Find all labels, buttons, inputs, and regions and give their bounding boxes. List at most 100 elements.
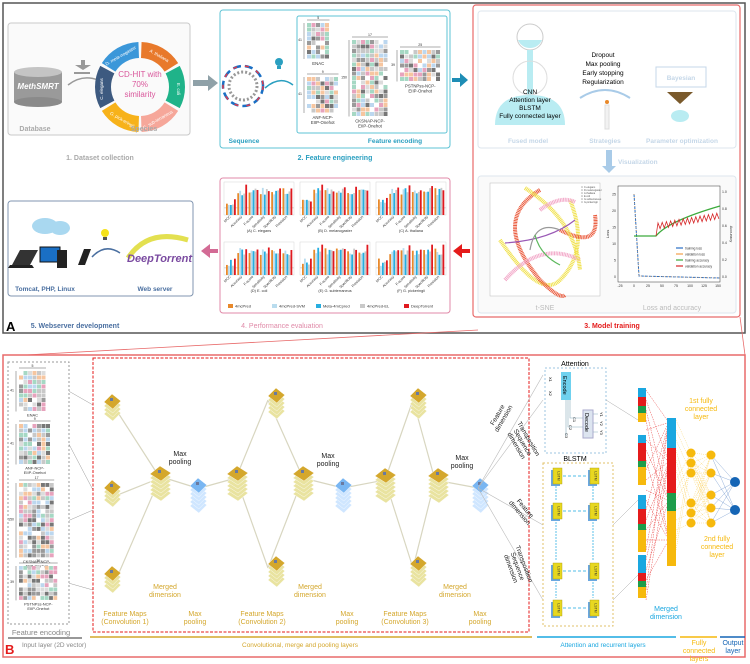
matrix-cell	[436, 59, 440, 63]
bar	[252, 251, 255, 275]
database-icon: MethSMRT	[14, 67, 62, 107]
bar	[319, 190, 322, 215]
bar	[347, 193, 349, 215]
encoding-name: ENAC	[312, 61, 324, 66]
legend-swatch	[272, 304, 277, 308]
max-pooling-label: Max	[321, 453, 335, 460]
matrix-cell	[19, 505, 23, 509]
species-segment	[141, 102, 179, 132]
y-label: Y1	[599, 412, 604, 418]
matrix-cell	[379, 53, 383, 58]
matrix-cell	[23, 398, 28, 402]
matrix-cell	[45, 522, 50, 527]
matrix-cell	[361, 53, 365, 58]
cdhit-text: similarity	[124, 90, 155, 99]
matrix-cell	[45, 549, 50, 553]
bar	[423, 191, 425, 215]
feature-map-layer	[334, 477, 353, 494]
legend-label: DeepTorrent	[411, 304, 434, 309]
matrix-cell	[32, 540, 37, 545]
bar	[427, 249, 429, 275]
matrix-cell	[37, 455, 41, 460]
bar	[413, 255, 416, 275]
matrix-cell	[23, 424, 28, 428]
max-pooling-label: Max pooling	[335, 611, 359, 626]
bar	[339, 192, 342, 215]
bar	[386, 197, 388, 215]
matrix-cell	[307, 108, 311, 113]
matrix-cell	[356, 40, 361, 44]
lstm-label: LSTM	[594, 566, 598, 575]
matrix-cell	[329, 95, 334, 99]
bar	[302, 263, 304, 275]
matrix-cell	[46, 460, 50, 464]
matrix-cell	[19, 442, 23, 446]
connector	[68, 444, 94, 491]
species-label: E. coli	[176, 83, 181, 95]
matrix-cell	[370, 71, 374, 76]
matrix-cell	[45, 513, 50, 518]
matrix-cell	[422, 72, 427, 77]
bar	[275, 253, 277, 275]
matrix-cell	[49, 491, 54, 496]
cloud-icon	[32, 218, 70, 235]
matrix-cell	[37, 446, 41, 451]
matrix-cell	[325, 86, 329, 90]
bar	[415, 250, 418, 275]
matrix-cell	[307, 23, 311, 27]
feature-map-marker	[235, 470, 238, 473]
dense-link	[645, 462, 668, 481]
matrix-cell	[352, 67, 356, 71]
matrix-cell	[352, 107, 356, 112]
matrix-cell	[27, 491, 32, 496]
matrix-cell	[365, 80, 370, 85]
bar	[413, 190, 416, 215]
matrix-cell	[316, 50, 320, 54]
matrix-cell	[365, 98, 370, 103]
matrix-cell	[23, 393, 28, 398]
matrix-cell	[325, 95, 329, 99]
matrix-cell	[383, 76, 388, 80]
c-label: C3	[564, 433, 569, 439]
matrix-cell	[27, 591, 32, 596]
matrix-cell	[28, 389, 32, 393]
matrix-cell	[361, 58, 365, 62]
matrix-cell	[431, 54, 436, 59]
matrix-cell	[27, 527, 32, 531]
matrix-cell	[49, 587, 53, 592]
bar	[263, 251, 266, 275]
matrix-cell	[374, 112, 379, 116]
fc-link	[675, 452, 692, 541]
metric-tick-label: MCC	[375, 275, 384, 284]
connector	[68, 509, 94, 521]
matrix-cell	[23, 491, 28, 496]
matrix-cell	[37, 398, 41, 402]
bar	[265, 188, 268, 215]
bar	[382, 199, 384, 215]
matrix-cell	[23, 500, 28, 505]
bar	[241, 195, 244, 215]
matrix-cell	[427, 68, 431, 72]
bar	[408, 245, 411, 275]
matrix-cell	[325, 77, 329, 81]
encoding-name: PSTNPss-NCP-	[405, 84, 436, 89]
subplot-title: (D) E. coli	[251, 289, 268, 293]
matrix-cell	[32, 407, 37, 411]
lstm-label: LSTM	[594, 471, 598, 480]
matrix-cell	[23, 384, 28, 389]
merged-segment	[638, 443, 646, 461]
bar	[353, 193, 355, 215]
matrix-cell	[19, 451, 23, 455]
matrix-cell	[352, 103, 356, 107]
bar	[378, 258, 380, 275]
matrix-cell	[32, 402, 37, 407]
bar	[425, 192, 427, 215]
matrix-cell	[431, 63, 436, 68]
matrix-cell	[46, 424, 50, 428]
matrix-rows: 41	[298, 92, 302, 96]
matrix-cell	[37, 384, 41, 389]
bar	[277, 190, 279, 215]
fc2-label: 2nd fully connected layer	[700, 536, 734, 559]
matrix-cell	[23, 596, 28, 600]
